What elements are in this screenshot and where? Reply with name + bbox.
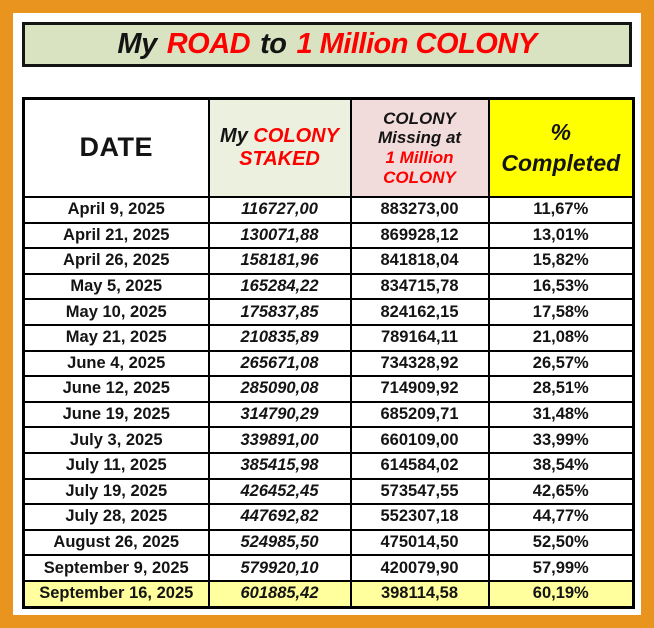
table-row: July 3, 2025 339891,00 660109,00 33,99%: [22, 426, 635, 454]
completed-percent-cell: 44,77%: [487, 503, 635, 531]
date-cell: May 10, 2025: [22, 298, 210, 326]
title-word-1million-colony: 1 Million COLONY: [296, 28, 537, 60]
title-word-road: ROAD: [166, 28, 251, 60]
table-row: July 11, 2025 385415,98 614584,02 38,54%: [22, 451, 635, 480]
staked-value-cell: 265671,08: [207, 349, 352, 378]
date-cell: June 19, 2025: [22, 400, 210, 429]
date-cell: April 9, 2025: [22, 196, 210, 224]
missing-value-cell: 714909,92: [349, 375, 490, 403]
date-cell: May 5, 2025: [22, 272, 210, 301]
missing-value-cell: 789164,11: [349, 323, 490, 352]
date-cell: September 16, 2025: [22, 579, 210, 609]
title-banner: My ROAD to 1 Million COLONY: [22, 22, 632, 67]
header-completed-word: Completed: [501, 150, 621, 176]
completed-percent-cell: 16,53%: [487, 272, 635, 301]
staked-value-cell: 165284,22: [207, 272, 352, 301]
completed-percent-cell: 26,57%: [487, 349, 635, 378]
staked-value-cell: 116727,00: [207, 196, 352, 224]
header-staked-prefix: My: [220, 125, 248, 147]
completed-percent-cell: 60,19%: [487, 579, 635, 609]
missing-value-cell: 475014,50: [349, 528, 490, 557]
missing-value-cell: 869928,12: [349, 221, 490, 250]
missing-value-cell: 420079,90: [349, 554, 490, 582]
missing-value-cell: 614584,02: [349, 451, 490, 480]
header-colony-staked: My COLONY STAKED: [207, 97, 352, 198]
missing-value-cell: 824162,15: [349, 298, 490, 326]
missing-value-cell: 841818,04: [349, 247, 490, 275]
missing-value-cell: 734328,92: [349, 349, 490, 378]
missing-value-cell: 883273,00: [349, 196, 490, 224]
staked-value-cell: 385415,98: [207, 451, 352, 480]
header-colony-missing: COLONY Missing at 1 Million COLONY: [349, 97, 490, 198]
table-row: May 21, 2025 210835,89 789164,11 21,08%: [22, 323, 635, 352]
table-row: September 16, 2025 601885,42 398114,58 60,1…: [22, 579, 635, 609]
missing-value-cell: 834715,78: [349, 272, 490, 301]
staked-value-cell: 175837,85: [207, 298, 352, 326]
missing-value-cell: 660109,00: [349, 426, 490, 454]
header-missing-main: 1 Million COLONY: [383, 148, 456, 187]
date-cell: June 4, 2025: [22, 349, 210, 378]
header-row: DATE My COLONY STAKED COLONY Missing at …: [22, 97, 635, 198]
table-row: August 26, 2025 524985,50 475014,50 52,50%: [22, 528, 635, 557]
date-cell: June 12, 2025: [22, 375, 210, 403]
table-row: April 21, 2025 130071,88 869928,12 13,01%: [22, 221, 635, 250]
staked-value-cell: 447692,82: [207, 503, 352, 531]
completed-percent-cell: 17,58%: [487, 298, 635, 326]
completed-percent-cell: 33,99%: [487, 426, 635, 454]
date-cell: April 21, 2025: [22, 221, 210, 250]
date-cell: July 19, 2025: [22, 477, 210, 506]
table-row: June 19, 2025 314790,29 685209,71 31,48%: [22, 400, 635, 429]
staked-value-cell: 210835,89: [207, 323, 352, 352]
table-row: September 9, 2025 579920,10 420079,90 57,99…: [22, 554, 635, 582]
date-cell: August 26, 2025: [22, 528, 210, 557]
date-cell: May 21, 2025: [22, 323, 210, 352]
completed-percent-cell: 15,82%: [487, 247, 635, 275]
header-percent-completed: % Completed: [487, 97, 635, 198]
header-date: DATE: [22, 97, 210, 198]
staked-value-cell: 158181,96: [207, 247, 352, 275]
table-row: June 12, 2025 285090,08 714909,92 28,51%: [22, 375, 635, 403]
date-cell: July 3, 2025: [22, 426, 210, 454]
completed-percent-cell: 52,50%: [487, 528, 635, 557]
table-row: July 19, 2025 426452,45 573547,55 42,65%: [22, 477, 635, 506]
date-cell: September 9, 2025: [22, 554, 210, 582]
staked-value-cell: 524985,50: [207, 528, 352, 557]
table-row: May 5, 2025 165284,22 834715,78 16,53%: [22, 272, 635, 301]
table-row: July 28, 2025 447692,82 552307,18 44,77%: [22, 503, 635, 531]
completed-percent-cell: 57,99%: [487, 554, 635, 582]
staked-value-cell: 130071,88: [207, 221, 352, 250]
missing-value-cell: 398114,58: [349, 579, 490, 609]
title-word-my: My: [117, 28, 157, 60]
staked-value-cell: 339891,00: [207, 426, 352, 454]
table-row: April 26, 2025 158181,96 841818,04 15,82%: [22, 247, 635, 275]
completed-percent-cell: 38,54%: [487, 451, 635, 480]
completed-percent-cell: 31,48%: [487, 400, 635, 429]
date-cell: July 11, 2025: [22, 451, 210, 480]
completed-percent-cell: 42,65%: [487, 477, 635, 506]
staked-value-cell: 579920,10: [207, 554, 352, 582]
table-row: April 9, 2025 116727,00 883273,00 11,67%: [22, 196, 635, 224]
completed-percent-cell: 28,51%: [487, 375, 635, 403]
progress-table: DATE My COLONY STAKED COLONY Missing at …: [22, 97, 635, 609]
title-word-to: to: [260, 28, 287, 60]
date-cell: April 26, 2025: [22, 247, 210, 275]
completed-percent-cell: 21,08%: [487, 323, 635, 352]
table-body: April 9, 2025 116727,00 883273,00 11,67% Apr…: [22, 196, 635, 609]
date-cell: July 28, 2025: [22, 503, 210, 531]
table-row: May 10, 2025 175837,85 824162,15 17,58%: [22, 298, 635, 326]
staked-value-cell: 314790,29: [207, 400, 352, 429]
missing-value-cell: 573547,55: [349, 477, 490, 506]
missing-value-cell: 685209,71: [349, 400, 490, 429]
staked-value-cell: 426452,45: [207, 477, 352, 506]
completed-percent-cell: 11,67%: [487, 196, 635, 224]
table-row: June 4, 2025 265671,08 734328,92 26,57%: [22, 349, 635, 378]
missing-value-cell: 552307,18: [349, 503, 490, 531]
staked-value-cell: 601885,42: [207, 579, 352, 609]
header-percent-symbol: %: [550, 118, 571, 145]
completed-percent-cell: 13,01%: [487, 221, 635, 250]
header-missing-prefix: COLONY Missing at: [377, 108, 462, 148]
header-staked-main: COLONY STAKED: [239, 125, 339, 170]
staked-value-cell: 285090,08: [207, 375, 352, 403]
